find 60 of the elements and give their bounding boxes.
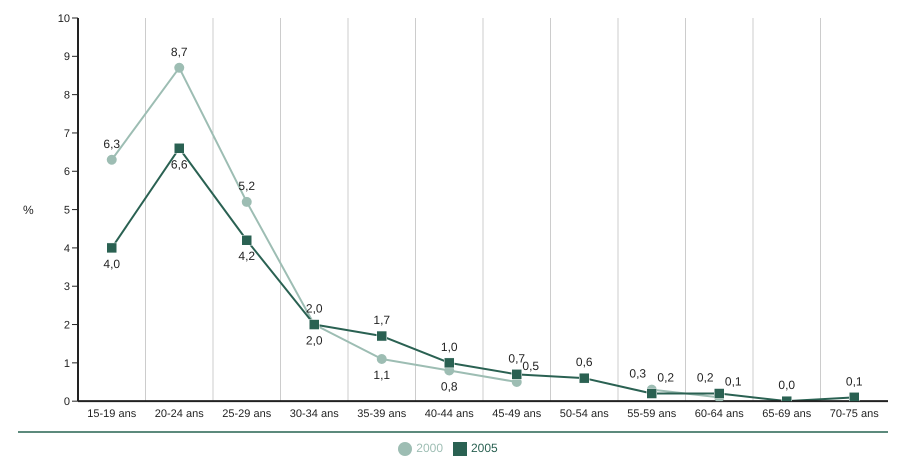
point [242,234,252,246]
y-tick-label: 3 [64,281,70,294]
point [849,392,860,402]
y-tick-label: 10 [58,12,70,25]
data-label: 0,2 [696,370,714,385]
x-tick-label: 55-59 ans [627,408,677,420]
data-label: 4,2 [238,249,256,264]
y-tick-label: 2 [64,319,70,332]
x-tick-label: 50-54 ans [560,408,610,420]
data-label: 8,7 [170,44,188,59]
data-label: 4,0 [103,256,120,271]
x-tick-label: 70-75 ans [830,408,880,420]
x-tick-label: 40-44 ans [424,408,474,420]
point [174,143,184,154]
data-label: 0,6 [576,355,593,370]
x-tick-label: 60-64 ans [694,408,744,420]
y-tick-label: 7 [64,128,70,140]
x-tick-label: 25-29 ans [222,408,272,420]
point [174,62,184,73]
data-label: 1,1 [373,368,390,382]
data-label: 1,0 [440,340,458,354]
data-label: 6,3 [103,136,120,151]
data-label: 0,5 [522,359,540,374]
point [106,154,117,165]
y-tick-label: 6 [64,166,70,178]
y-tick-label: 4 [64,242,70,255]
x-tick-label: 20-24 ans [154,408,204,420]
data-label: 1,7 [373,313,390,328]
point [242,196,252,207]
y-tick-label: 1 [64,358,70,370]
legend-label: 2000 [416,441,443,456]
point [579,372,590,384]
data-label: 0,1 [724,374,742,388]
x-tick-label: 35-39 ans [357,408,407,420]
point [646,388,657,399]
x-tick-label: 45-49 ans [492,408,542,420]
y-tick-label: 8 [64,90,70,102]
data-label: 0,2 [657,370,674,385]
data-label: 0,0 [778,378,796,392]
data-label: 0,3 [629,366,646,381]
data-label: 2,0 [306,302,323,316]
data-label: 2,0 [306,334,323,348]
legend-label: 2005 [471,441,498,456]
x-tick-label: 15-19 ans [87,408,137,420]
data-label: 0,8 [440,380,458,394]
point [444,358,454,368]
data-label: 5,2 [238,178,256,193]
point [106,242,117,254]
x-tick-label: 30-34 ans [290,408,340,420]
point [376,354,387,364]
x-tick-label: 65-69 ans [762,408,812,420]
y-tick-label: 9 [64,51,70,64]
y-tick-label: 0 [64,396,70,408]
point [714,388,724,399]
data-label: 0,1 [846,374,863,388]
point [512,369,522,380]
data-label: 6,6 [170,157,188,172]
point [376,330,387,342]
y-tick-label: 5 [64,204,70,216]
y-axis-title: % [23,202,34,217]
